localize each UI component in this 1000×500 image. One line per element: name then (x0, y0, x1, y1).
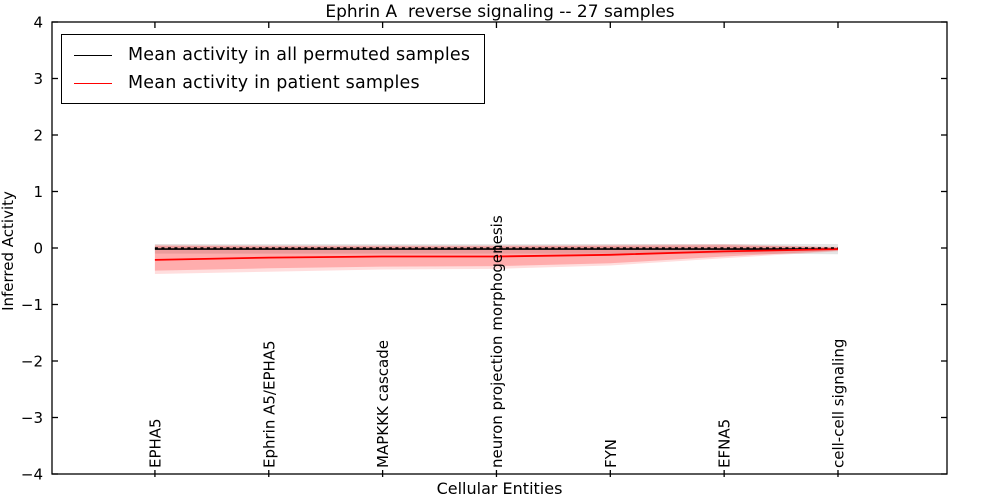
legend-item: Mean activity in patient samples (74, 69, 470, 97)
x-axis-label: Cellular Entities (436, 479, 563, 498)
chart-title: Ephrin A reverse signaling -- 27 samples (325, 2, 675, 22)
y-tick-label: −3 (21, 409, 43, 427)
legend-item: Mean activity in all permuted samples (74, 41, 470, 69)
x-tick-label: Ephrin A5/EPHA5 (260, 340, 278, 468)
legend-line-sample (74, 54, 112, 56)
confidence-band-outer (154, 244, 838, 274)
legend-line-sample (74, 82, 112, 84)
x-tick-label: FYN (602, 439, 620, 468)
y-tick-label: 1 (33, 183, 43, 201)
legend: Mean activity in all permuted samples Me… (61, 34, 486, 104)
x-tick-label: EFNA5 (716, 419, 734, 468)
y-axis-label: Inferred Activity (0, 191, 17, 311)
y-tick-label: 3 (33, 70, 43, 88)
y-tick-label: −4 (21, 465, 43, 483)
y-tick-label: −1 (21, 296, 43, 314)
legend-item-label: Mean activity in patient samples (128, 73, 420, 93)
legend-item-label: Mean activity in all permuted samples (128, 45, 471, 65)
x-tick-label: EPHA5 (146, 418, 164, 468)
series-line-patient (154, 248, 839, 261)
x-tick-label: cell-cell signaling (829, 339, 847, 468)
x-tick-label: neuron projection morphogenesis (488, 215, 506, 468)
y-tick-label: 0 (33, 239, 43, 257)
y-tick-label: 2 (33, 126, 43, 144)
x-tick-label: MAPKKK cascade (374, 340, 392, 468)
y-tick-label: 4 (33, 13, 43, 31)
confidence-band (154, 245, 838, 271)
y-tick-label: −2 (21, 352, 43, 370)
